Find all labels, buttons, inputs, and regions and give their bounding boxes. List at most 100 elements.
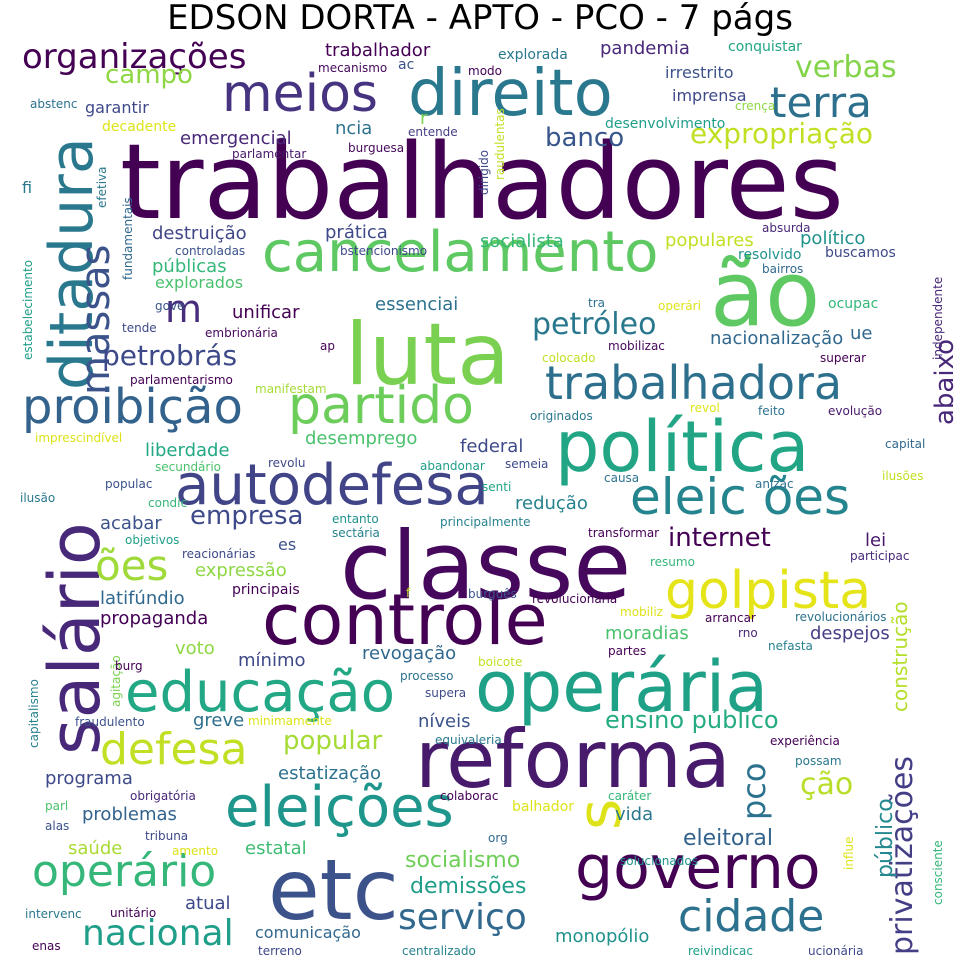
word-monopolio: monopólio bbox=[555, 926, 650, 947]
word-problemas: problemas bbox=[82, 804, 177, 825]
word-possam: possam bbox=[795, 754, 842, 768]
word-etc: etc bbox=[268, 841, 399, 939]
word-politica: política bbox=[555, 406, 810, 488]
word-participac: participac bbox=[850, 549, 910, 563]
word-lei: lei bbox=[865, 530, 887, 551]
word-nacionalizacao: nacionalização bbox=[710, 328, 844, 349]
word-parl: parl bbox=[45, 799, 69, 813]
word-causa: causa bbox=[604, 471, 640, 485]
word-revolu: revolu bbox=[268, 456, 306, 470]
word-golpista: golpista bbox=[665, 561, 872, 621]
word-trabalhador: trabalhador bbox=[325, 40, 431, 61]
word-terreno: terreno bbox=[258, 944, 302, 958]
word-moradias: moradias bbox=[605, 623, 689, 644]
word-burg: burg bbox=[115, 659, 143, 673]
word-consciente: consciente bbox=[931, 840, 945, 905]
word-essenciai: essenciai bbox=[375, 294, 459, 315]
word-nacional: nacional bbox=[82, 913, 234, 954]
word-desemprego: desemprego bbox=[305, 428, 418, 449]
word-expressao: expressão bbox=[195, 560, 287, 581]
word-pandemia: pandemia bbox=[600, 38, 690, 59]
word-demissoes: demissões bbox=[410, 874, 527, 899]
word-partes: partes bbox=[608, 644, 647, 658]
word-voto: voto bbox=[175, 638, 215, 659]
word-f: f bbox=[406, 586, 411, 600]
word-destruicao: destruição bbox=[152, 223, 247, 244]
word-comunicacao: comunicação bbox=[255, 923, 361, 942]
word-es: es bbox=[278, 535, 297, 554]
word-oes: ões bbox=[95, 541, 169, 590]
word-anizac: anizac bbox=[755, 477, 794, 491]
word-servico: serviço bbox=[398, 897, 527, 938]
word-influe: influe bbox=[842, 836, 856, 871]
word-petrobras: petrobrás bbox=[102, 339, 238, 372]
word-reforma: reforma bbox=[415, 713, 731, 806]
word-reacionarias: reacionárias bbox=[182, 547, 256, 561]
word-unificar: unificar bbox=[232, 302, 300, 323]
word-ue: ue bbox=[850, 323, 873, 344]
word-burguesa: burguesa bbox=[348, 141, 405, 155]
word-operario: operário bbox=[32, 846, 217, 897]
word-eleicoes: eleições bbox=[225, 775, 454, 840]
word-defesa: defesa bbox=[100, 724, 248, 775]
word-partido: partido bbox=[288, 376, 474, 436]
word-alas: alas bbox=[45, 819, 70, 833]
word-tribuna: tribuna bbox=[145, 829, 189, 843]
word-mecanismo: mecanismo bbox=[318, 61, 388, 75]
word-intervenc: intervenc bbox=[25, 907, 82, 921]
word-absurda: absurda bbox=[762, 221, 811, 235]
word-pco: pco bbox=[735, 762, 773, 820]
word-socialista: socialista bbox=[480, 231, 564, 252]
word-estatal: estatal bbox=[245, 838, 307, 859]
word-classe: classe bbox=[340, 512, 632, 621]
word-unitario: unitário bbox=[110, 906, 157, 920]
word-resolvido: resolvido bbox=[738, 247, 802, 263]
word-ilusao: ilusão bbox=[20, 491, 56, 505]
word-eleitoral: eleitoral bbox=[683, 826, 774, 851]
word-raudulentas: raudulentas bbox=[493, 108, 507, 180]
word-processo: processo bbox=[400, 669, 454, 683]
word-ocupac: ocupac bbox=[828, 296, 879, 312]
word-luta: luta bbox=[345, 305, 510, 405]
word-direito: direito bbox=[408, 57, 613, 131]
word-verbas: verbas bbox=[795, 50, 897, 85]
word-irrestrito: irrestrito bbox=[665, 63, 734, 82]
word-socialismo: socialismo bbox=[405, 848, 521, 873]
word-reivindicac: reivindicac bbox=[688, 944, 753, 958]
word-amento: amento bbox=[172, 844, 219, 858]
word-experiencia: experiência bbox=[770, 734, 840, 748]
word-boicote: boicote bbox=[478, 655, 523, 669]
word-tra: tra bbox=[588, 296, 605, 310]
word-propaganda: propaganda bbox=[100, 608, 209, 629]
word-desenvolvimento: desenvolvimento bbox=[605, 116, 726, 132]
word-manifestam: manifestam bbox=[255, 382, 327, 396]
word-burgues: burguês bbox=[468, 587, 517, 601]
word-expropriacao: expropriação bbox=[690, 117, 874, 150]
word-governo: governo bbox=[575, 833, 821, 903]
word-publicas: públicas bbox=[152, 256, 227, 277]
word-buscamos: buscamos bbox=[825, 245, 896, 261]
word-balhador: balhador bbox=[512, 799, 575, 815]
word-arrancar: arrancar bbox=[705, 611, 756, 625]
word-parlamentar: parlamentar bbox=[232, 147, 307, 161]
word-embrionaria: embrionária bbox=[205, 326, 278, 340]
word-politico: político bbox=[800, 228, 866, 249]
word-obrigatoria: obrigatória bbox=[130, 789, 196, 803]
word-popular: popular bbox=[283, 726, 383, 756]
word-trabalhadora: trabalhadora bbox=[545, 356, 843, 410]
word-entanto: entanto bbox=[332, 512, 379, 526]
word-trabalhadores: trabalhadores bbox=[120, 121, 844, 243]
word-internet: internet bbox=[668, 523, 771, 553]
word-organizacoes: organizações bbox=[22, 37, 247, 77]
word-conquistar: conquistar bbox=[728, 39, 802, 55]
word-enas: enas bbox=[32, 939, 61, 953]
word-garantir: garantir bbox=[85, 98, 149, 117]
word-independente: independente bbox=[931, 276, 945, 360]
word-mobilizac: mobilizac bbox=[608, 339, 665, 353]
word-despejos: despejos bbox=[810, 623, 890, 644]
word-eleic-oes: eleic ões bbox=[630, 468, 851, 526]
word-vida: vida bbox=[615, 804, 654, 825]
word-greve: greve bbox=[193, 710, 245, 731]
word-minimamente: minimamente bbox=[248, 714, 332, 728]
